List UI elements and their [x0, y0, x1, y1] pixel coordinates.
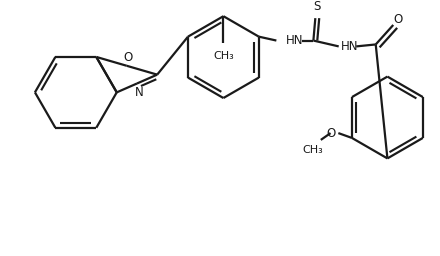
Text: N: N [135, 86, 143, 99]
Text: HN: HN [286, 34, 304, 47]
Text: CH₃: CH₃ [213, 51, 234, 61]
Text: S: S [314, 0, 321, 13]
Text: O: O [393, 13, 403, 26]
Text: HN: HN [341, 40, 358, 53]
Text: O: O [123, 51, 132, 65]
Text: CH₃: CH₃ [303, 145, 323, 155]
Text: O: O [326, 126, 335, 140]
